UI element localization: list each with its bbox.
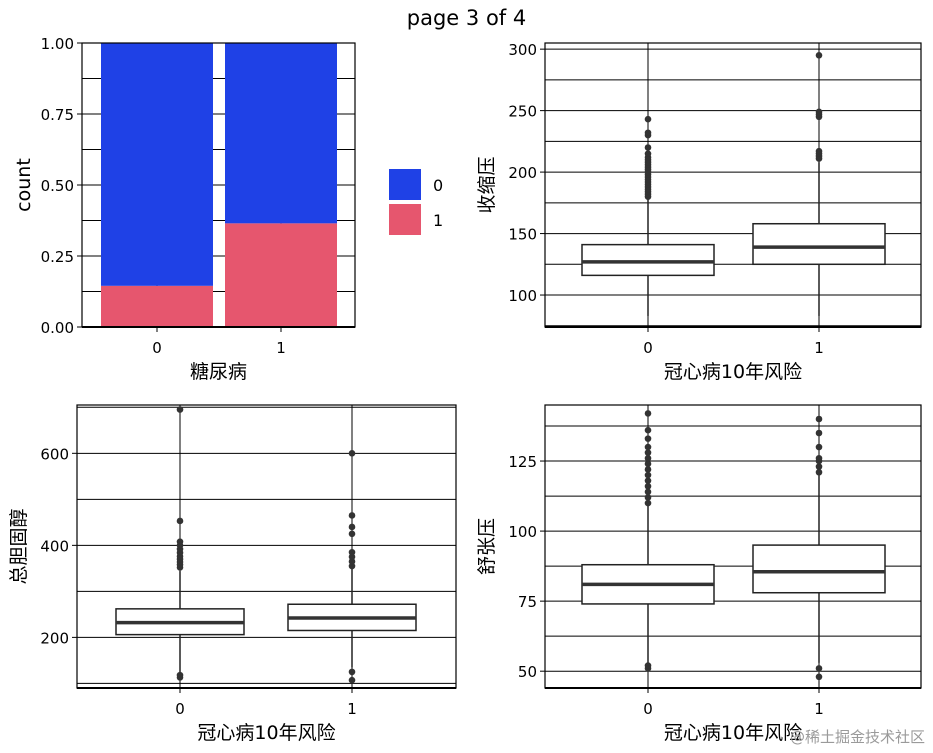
outlier-point xyxy=(644,466,652,473)
outlier-point xyxy=(644,115,652,123)
outlier-point xyxy=(815,51,823,59)
legend-swatch-1 xyxy=(389,204,421,235)
outlier-point xyxy=(644,435,652,442)
outlier-point xyxy=(348,450,356,457)
y-tick-label: 100 xyxy=(508,523,537,541)
box-1 xyxy=(752,222,886,266)
outlier-point xyxy=(644,410,652,417)
box-1 xyxy=(752,544,886,594)
bar-0-series-1 xyxy=(101,285,213,327)
y-tick-label: 125 xyxy=(508,453,537,471)
x-tick-label: 0 xyxy=(643,700,653,718)
y-tick-label: 200 xyxy=(40,629,69,647)
outlier-point xyxy=(348,523,356,531)
outlier-point xyxy=(644,460,652,468)
outlier-point xyxy=(644,477,652,484)
x-axis-title: 糖尿病 xyxy=(190,361,247,383)
outlier-point xyxy=(644,494,652,501)
outlier-point xyxy=(176,538,184,545)
outlier-point xyxy=(644,150,652,157)
outlier-point xyxy=(176,406,184,413)
bar-1-series-1 xyxy=(225,223,337,327)
outlier-point xyxy=(348,530,356,538)
y-tick-label: 1.00 xyxy=(41,35,74,53)
outlier-point xyxy=(644,471,652,479)
y-tick-label: 200 xyxy=(508,164,537,182)
outlier-point xyxy=(348,668,356,676)
outlier-point xyxy=(815,665,823,672)
x-tick-label: 0 xyxy=(643,339,653,357)
y-tick-label: 400 xyxy=(40,537,69,555)
legend-label-1: 1 xyxy=(433,211,443,230)
legend-swatch-0 xyxy=(389,169,421,200)
outlier-point xyxy=(644,144,652,151)
outlier-point xyxy=(815,429,823,437)
outlier-point xyxy=(644,129,652,137)
outlier-point xyxy=(348,562,356,570)
page-title: page 3 of 4 xyxy=(406,6,527,30)
x-tick-label: 0 xyxy=(175,700,185,718)
outlier-point xyxy=(348,676,356,684)
x-tick-label: 1 xyxy=(814,339,824,357)
y-tick-label: 0.25 xyxy=(41,248,74,266)
outlier-point xyxy=(815,415,823,423)
y-tick-label: 300 xyxy=(508,41,537,59)
outlier-point xyxy=(644,488,652,496)
x-tick-label: 1 xyxy=(814,700,824,718)
outlier-point xyxy=(644,426,652,434)
outlier-point xyxy=(644,662,652,669)
y-tick-label: 75 xyxy=(518,593,537,611)
panel-border xyxy=(76,404,457,689)
x-axis-title: 冠心病10年风险 xyxy=(197,722,335,744)
outlier-point xyxy=(644,499,652,507)
outlier-point xyxy=(176,517,184,525)
bar-0-series-0 xyxy=(101,43,213,286)
outlier-point xyxy=(815,673,823,681)
y-axis-title: count xyxy=(13,158,35,212)
y-tick-label: 0.50 xyxy=(41,177,74,195)
panel-border xyxy=(544,42,922,328)
y-tick-label: 600 xyxy=(40,445,69,463)
box-0 xyxy=(581,243,715,277)
watermark: @稀土掘金技术社区 xyxy=(789,728,925,746)
outlier-point xyxy=(348,548,356,556)
outlier-point xyxy=(644,454,652,462)
outlier-point xyxy=(644,449,652,456)
y-tick-label: 250 xyxy=(508,103,537,121)
y-tick-label: 50 xyxy=(518,663,537,681)
outlier-point xyxy=(348,558,356,565)
outlier-point xyxy=(815,147,823,155)
outlier-point xyxy=(815,463,823,470)
outlier-point xyxy=(815,454,823,462)
outlier-point xyxy=(348,553,356,561)
x-tick-label: 0 xyxy=(152,339,162,357)
x-axis-title: 冠心病10年风险 xyxy=(664,361,802,383)
legend-label-0: 0 xyxy=(433,176,443,195)
x-axis-title: 冠心病10年风险 xyxy=(664,722,802,744)
y-tick-label: 150 xyxy=(508,226,537,244)
x-tick-label: 1 xyxy=(347,700,357,718)
bar-1-series-0 xyxy=(225,43,337,224)
outlier-point xyxy=(644,443,652,451)
outlier-point xyxy=(815,443,823,451)
outlier-point xyxy=(348,512,356,519)
outlier-point xyxy=(815,108,823,116)
y-axis-title: 总胆固醇 xyxy=(8,508,30,584)
outlier-point xyxy=(176,671,184,679)
y-tick-label: 0.75 xyxy=(41,106,74,124)
y-tick-label: 100 xyxy=(508,287,537,305)
outlier-point xyxy=(815,468,823,476)
y-tick-label: 0.00 xyxy=(41,319,74,337)
x-tick-label: 1 xyxy=(276,339,286,357)
y-axis-title: 舒张压 xyxy=(476,518,498,575)
outlier-point xyxy=(644,482,652,490)
y-axis-title: 收缩压 xyxy=(476,156,498,213)
